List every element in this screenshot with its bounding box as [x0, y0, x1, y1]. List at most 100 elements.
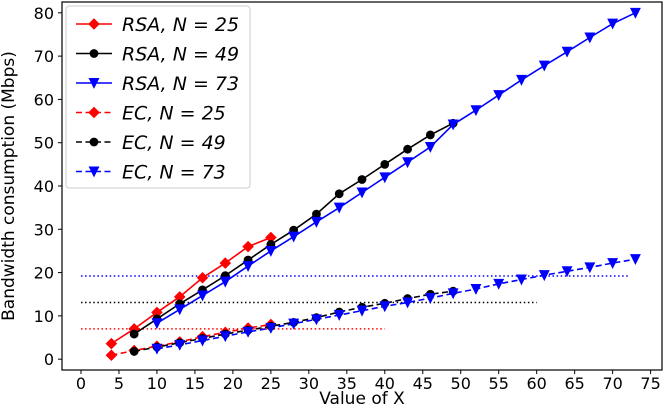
data-point: [470, 284, 482, 295]
data-point: [219, 276, 231, 288]
y-tick-label: 40: [34, 177, 54, 196]
x-tick-label: 45: [413, 374, 433, 393]
series-6: [151, 254, 641, 355]
data-point: [470, 105, 482, 117]
y-tick-label: 60: [34, 90, 54, 109]
legend-entry-3: RSA, N = 73: [76, 73, 239, 95]
series-line-6: [156, 258, 636, 350]
legend-marker: [89, 49, 99, 58]
legend-entry-2: RSA, N = 49: [76, 44, 239, 66]
reference-lines: [80, 275, 628, 330]
x-tick-label: 30: [299, 374, 319, 393]
data-point: [493, 90, 505, 101]
data-point: [219, 257, 232, 269]
x-tick-label: 50: [451, 374, 471, 393]
data-point: [356, 305, 368, 317]
legend-entry-1: RSA, N = 25: [76, 14, 239, 36]
data-point: [447, 288, 459, 300]
data-point: [402, 297, 414, 309]
data-point: [516, 274, 527, 286]
x-axis-ticks: 0 5 10 15 20 25 30 35 40 45 50 55 60 65 70 75: [76, 370, 661, 393]
data-point: [356, 187, 368, 199]
data-point: [333, 202, 345, 214]
x-tick-label: 75: [640, 374, 660, 393]
data-point: [265, 245, 277, 257]
x-tick-label: 70: [602, 374, 622, 393]
legend-label: RSA, N = 25: [122, 14, 239, 36]
data-point: [357, 175, 367, 184]
data-point: [288, 318, 300, 330]
data-point: [310, 314, 322, 326]
data-point: [196, 272, 209, 284]
data-point: [629, 254, 641, 266]
data-point: [242, 240, 254, 253]
legend-label: EC, N = 49: [122, 132, 226, 154]
legend-label: RSA, N = 49: [122, 44, 239, 66]
legend-marker: [88, 78, 100, 89]
legend-entry-4: EC, N = 25: [76, 103, 226, 125]
y-tick-label: 0: [44, 350, 54, 369]
x-tick-label: 10: [147, 374, 167, 393]
data-point: [129, 329, 139, 339]
legend-entry-6: EC, N = 73: [76, 162, 226, 184]
legend-label: EC, N = 73: [122, 162, 226, 184]
data-point: [242, 326, 254, 338]
data-point: [607, 18, 619, 30]
x-tick-label: 25: [261, 374, 281, 393]
y-tick-label: 20: [34, 264, 54, 283]
data-point: [584, 32, 596, 44]
data-point: [380, 159, 390, 169]
data-point: [105, 349, 118, 362]
series-3: [151, 7, 641, 330]
data-point: [425, 130, 435, 140]
x-tick-label: 55: [489, 374, 509, 393]
x-tick-label: 15: [185, 374, 205, 393]
y-tick-label: 70: [34, 47, 54, 66]
data-point: [379, 301, 391, 313]
data-point: [105, 337, 118, 350]
data-point: [584, 262, 596, 274]
data-point: [197, 335, 208, 347]
series-layer: [105, 7, 641, 362]
x-tick-label: 40: [375, 374, 395, 393]
legend-marker: [88, 18, 100, 30]
x-tick-label: 5: [114, 374, 124, 393]
data-point: [561, 46, 573, 58]
legend-box: [65, 5, 251, 189]
x-tick-label: 65: [564, 374, 584, 393]
data-point: [333, 310, 345, 321]
data-point: [516, 74, 527, 86]
legend-marker: [89, 137, 99, 147]
legend-marker: [88, 166, 100, 178]
data-point: [538, 60, 550, 72]
data-point: [288, 231, 300, 243]
data-point: [447, 119, 459, 131]
data-point: [242, 261, 254, 272]
data-point: [424, 293, 436, 305]
data-point: [561, 266, 573, 278]
x-axis-title: Value of X: [319, 389, 405, 409]
data-point: [629, 7, 641, 19]
legend-entry-5: EC, N = 49: [76, 132, 226, 154]
series-line-1: [110, 236, 272, 345]
data-point: [379, 172, 391, 184]
data-point: [310, 216, 322, 228]
data-point: [403, 144, 412, 154]
x-tick-label: 60: [527, 374, 547, 393]
x-tick-label: 0: [76, 374, 86, 393]
legend-label: RSA, N = 73: [122, 73, 239, 95]
legend: RSA, N = 25 RSA, N = 49 RSA, N = 73 EC, N =…: [65, 5, 251, 189]
data-point: [334, 189, 344, 199]
data-point: [493, 278, 505, 290]
data-point: [402, 157, 414, 169]
y-tick-label: 80: [34, 4, 54, 23]
data-point: [174, 339, 186, 351]
data-point: [265, 323, 277, 334]
data-point: [424, 142, 436, 153]
data-point: [607, 258, 619, 269]
x-tick-label: 35: [337, 374, 357, 393]
data-point: [151, 318, 163, 330]
data-point: [538, 270, 550, 282]
